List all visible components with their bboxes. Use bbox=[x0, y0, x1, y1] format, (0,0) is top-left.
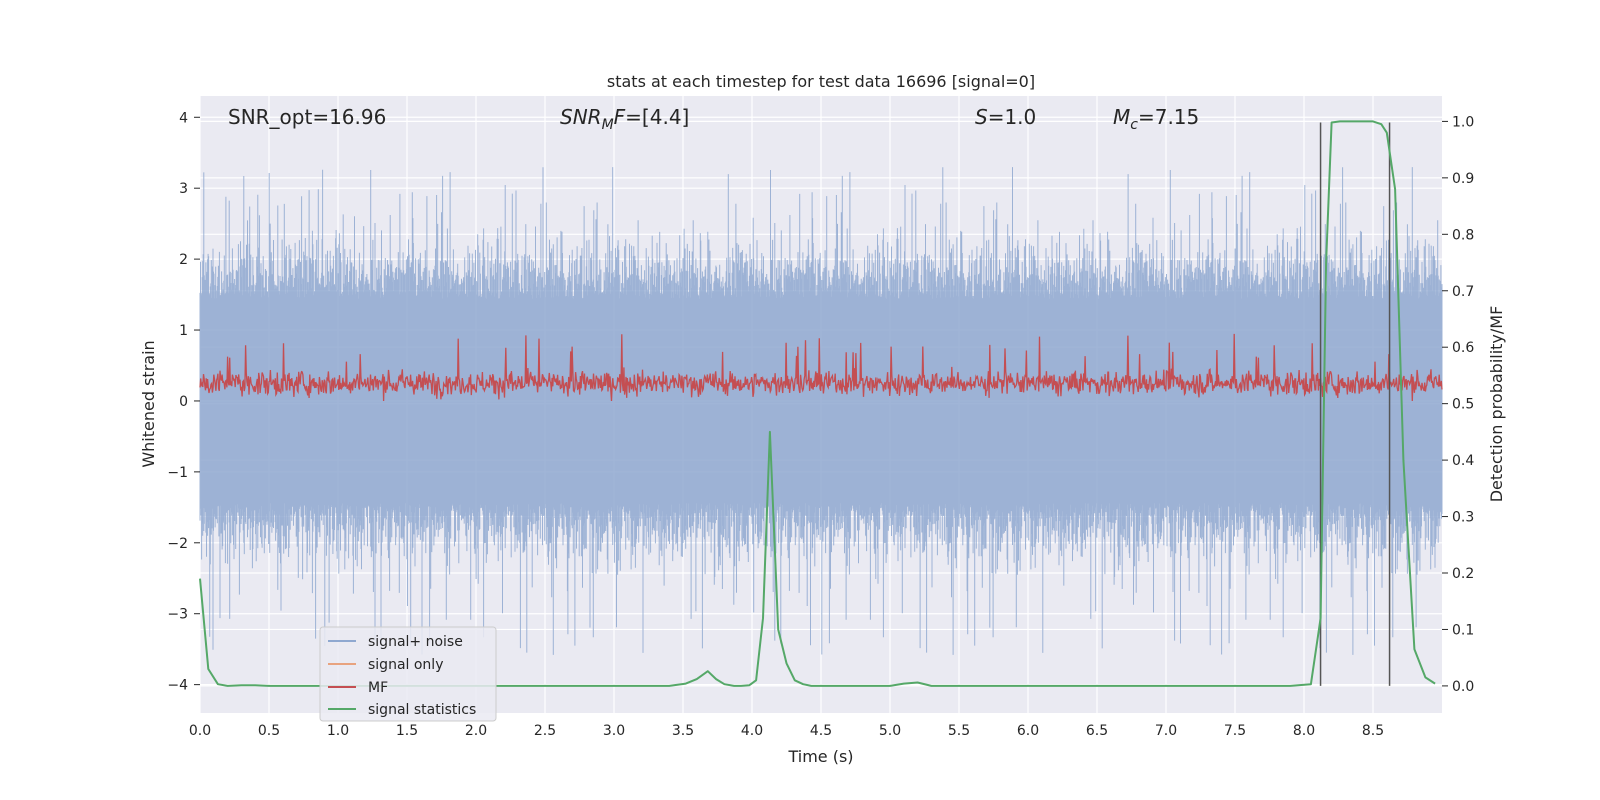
y-right-tick-label: 0.8 bbox=[1452, 227, 1474, 243]
x-tick-label: 6.5 bbox=[1086, 723, 1108, 739]
y-right-tick-label: 0.1 bbox=[1452, 622, 1474, 638]
y-right-tick-label: 0.0 bbox=[1452, 679, 1474, 695]
x-tick-label: 3.0 bbox=[603, 723, 625, 739]
x-tick-label: 8.5 bbox=[1362, 723, 1384, 739]
y-left-tick-label: −2 bbox=[167, 536, 188, 552]
annotation-mc: Mc=7.15 bbox=[1113, 105, 1199, 133]
s-symbol: S bbox=[975, 105, 988, 129]
mc-sub: c bbox=[1130, 117, 1138, 133]
x-tick-label: 1.0 bbox=[327, 723, 349, 739]
y-right-tick-label: 0.9 bbox=[1452, 171, 1474, 187]
legend-label-mf: MF bbox=[368, 680, 388, 696]
x-tick-label: 1.5 bbox=[396, 723, 418, 739]
y-right-tick-label: 0.6 bbox=[1452, 340, 1474, 356]
mc-symbol: M bbox=[1113, 105, 1130, 129]
x-tick-label: 5.0 bbox=[879, 723, 901, 739]
x-tick-label: 0.5 bbox=[258, 723, 280, 739]
chart-title: stats at each timestep for test data 166… bbox=[607, 72, 1035, 91]
x-tick-label: 5.5 bbox=[948, 723, 970, 739]
y-left-tick-label: −1 bbox=[167, 465, 188, 481]
y-left-tick-labels: 4 3 2 1 0 −1 −2 −3 −4 bbox=[167, 110, 200, 694]
annotation-snr-opt: SNR_opt=16.96 bbox=[228, 105, 386, 129]
mf-trace bbox=[199, 333, 1443, 402]
y-left-tick-label: 1 bbox=[179, 323, 188, 339]
snr-mf-part2: F bbox=[614, 105, 626, 129]
x-tick-label: 2.0 bbox=[465, 723, 487, 739]
x-tick-label: 6.0 bbox=[1017, 723, 1039, 739]
legend-label-noise: signal+ noise bbox=[368, 634, 463, 650]
x-tick-label: 8.0 bbox=[1293, 723, 1315, 739]
x-tick-label: 4.5 bbox=[810, 723, 832, 739]
y-right-tick-label: 0.5 bbox=[1452, 397, 1474, 413]
y-left-tick-label: 0 bbox=[179, 394, 188, 410]
y-right-tick-label: 1.0 bbox=[1452, 114, 1474, 130]
x-axis-label: Time (s) bbox=[787, 747, 853, 766]
y-right-tick-labels: 1.0 0.9 0.8 0.7 0.6 0.5 0.4 0.3 0.2 0.1 0.0 bbox=[1442, 114, 1474, 695]
y-right-axis-label: Detection probability/MF bbox=[1487, 306, 1506, 503]
y-right-tick-label: 0.3 bbox=[1452, 510, 1474, 526]
snr-mf-value: =[4.4] bbox=[625, 105, 689, 129]
y-left-tick-label: −3 bbox=[167, 607, 188, 623]
y-left-tick-label: 4 bbox=[179, 110, 188, 126]
annotation-snr-mf: SNRMF=[4.4] bbox=[560, 105, 689, 133]
x-tick-label: 4.0 bbox=[741, 723, 763, 739]
x-tick-label: 7.5 bbox=[1224, 723, 1246, 739]
s-value: =1.0 bbox=[988, 105, 1037, 129]
x-tick-label: 2.5 bbox=[534, 723, 556, 739]
y-right-tick-label: 0.7 bbox=[1452, 284, 1474, 300]
x-tick-label: 3.5 bbox=[672, 723, 694, 739]
legend: signal+ noise signal only MF signal stat… bbox=[319, 626, 497, 722]
y-left-axis-label: Whitened strain bbox=[139, 340, 158, 467]
mc-value: =7.15 bbox=[1138, 105, 1199, 129]
mf-series bbox=[199, 333, 1443, 402]
x-tick-label: 7.0 bbox=[1155, 723, 1177, 739]
y-right-tick-label: 0.2 bbox=[1452, 566, 1474, 582]
y-right-tick-label: 0.4 bbox=[1452, 453, 1474, 469]
legend-label-signal-only: signal only bbox=[368, 657, 443, 673]
legend-label-stats: signal statistics bbox=[368, 702, 476, 718]
snr-mf-sub: M bbox=[602, 117, 614, 133]
annotation-s: S=1.0 bbox=[975, 105, 1036, 129]
legend-box bbox=[319, 626, 497, 722]
y-left-tick-label: 2 bbox=[179, 252, 188, 268]
x-tick-labels: 0.0 0.5 1.0 1.5 2.0 2.5 3.0 3.5 4.0 4.5 5.0 5.5 6.0 6… bbox=[189, 723, 1384, 739]
snr-mf-part1: SNR bbox=[560, 105, 602, 129]
y-left-tick-label: −4 bbox=[167, 678, 188, 694]
y-left-tick-label: 3 bbox=[179, 181, 188, 197]
x-tick-label: 0.0 bbox=[189, 723, 211, 739]
